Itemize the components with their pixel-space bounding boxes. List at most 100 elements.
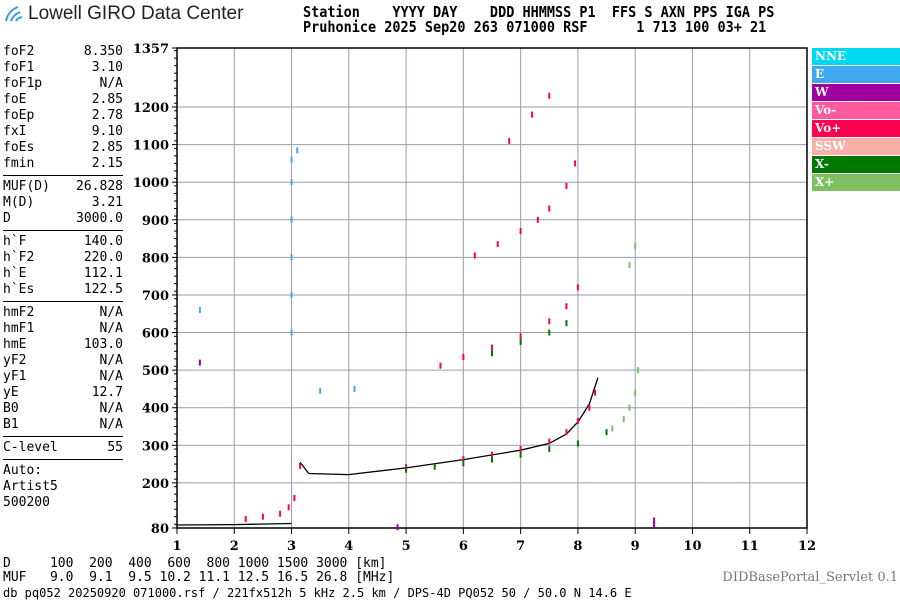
echo-point-voplus [508, 137, 511, 144]
echo-point-voplus [491, 451, 493, 458]
x-tick-label: 4 [344, 539, 353, 554]
y-tick-label: 80 [151, 522, 169, 537]
param-row: foF1p N/A [3, 76, 123, 92]
param-value: N/A [99, 305, 123, 320]
echo-point-w [653, 517, 656, 524]
y-tick-label: 500 [142, 364, 169, 379]
param-value: 103.0 [83, 337, 123, 352]
logo-text: Lowell GIRO Data Center [28, 3, 244, 24]
y-tick-label: 300 [142, 439, 169, 454]
y-tick-label: 800 [142, 251, 169, 266]
echo-point-voplus [473, 252, 476, 259]
param-row: h`F2 220.0 [3, 250, 123, 266]
param-name: C-level [3, 440, 58, 455]
param-value: N/A [99, 353, 123, 368]
echo-point-voplus [576, 417, 579, 424]
distance-row: D 100 200 400 600 800 1000 1500 3000 [km… [3, 556, 387, 571]
echo-point-voplus [261, 513, 264, 520]
x-tick-label: 7 [516, 539, 525, 554]
echo-point-xplus [634, 243, 637, 250]
legend-item-w: W [812, 84, 900, 101]
divider [3, 301, 123, 302]
echo-point-xminus [548, 446, 551, 453]
trace-line-f [299, 377, 599, 476]
param-name: foEp [3, 108, 35, 123]
echo-point-voplus [565, 182, 568, 189]
param-row: yE 12.7 [3, 385, 123, 401]
param-value: N/A [99, 401, 123, 416]
echo-point-w [396, 524, 399, 531]
param-name: foE [3, 92, 27, 107]
param-row: h`Es 122.5 [3, 282, 123, 298]
echo-point-e [296, 147, 299, 154]
param-row: yF2 N/A [3, 353, 123, 369]
echo-point-xminus [548, 329, 551, 336]
param-value: N/A [99, 76, 123, 91]
param-name: yE [3, 385, 19, 400]
param-name: foF2 [3, 44, 35, 59]
x-tick-label: 2 [230, 539, 239, 554]
param-row: h`E 112.1 [3, 266, 123, 282]
footer-info: db pq052 20250920 071000.rsf / 221fx512h… [3, 586, 632, 600]
echo-point-voplus [496, 241, 499, 248]
echo-point-e [198, 306, 201, 313]
echo-point-xminus [462, 460, 465, 467]
muf-table: D 100 200 400 600 800 1000 1500 3000 [km… [3, 557, 394, 585]
echo-point-voplus [244, 515, 247, 522]
param-name: MUF(D) [3, 179, 50, 194]
echo-point-xminus [565, 320, 568, 327]
y-tick-label: 1100 [133, 139, 169, 154]
divider [3, 436, 123, 437]
echo-point-e [290, 179, 293, 186]
echo-point-voplus [594, 389, 597, 396]
echo-point-xplus [634, 389, 637, 396]
param-name: h`E [3, 266, 27, 281]
echo-point-xplus [611, 425, 614, 432]
echo-point-xplus [622, 415, 625, 422]
param-value: 9.10 [91, 124, 123, 139]
auto-scaling-info: Auto: [3, 463, 43, 478]
param-row: hmF2 N/A [3, 305, 123, 321]
y-tick-label: 1357 [133, 42, 169, 57]
param-value: N/A [99, 369, 123, 384]
param-name: hmE [3, 337, 27, 352]
servlet-label: DIDBasePortal_Servlet 0.1 [722, 570, 898, 585]
param-row: foEs 2.85 [3, 140, 123, 156]
param-name: fxI [3, 124, 27, 139]
param-row: yF1 N/A [3, 369, 123, 385]
param-row: MUF(D) 26.828 [3, 179, 123, 195]
echo-point-xminus [491, 456, 493, 463]
ionogram-chart: 1 2 3 4 5 6 7 8 9 10 11 128020030040050060070080090… [133, 42, 816, 554]
echo-point-e [290, 156, 293, 163]
param-name: yF2 [3, 353, 27, 368]
echo-point-voplus [491, 344, 493, 351]
trace-line-e [176, 522, 292, 526]
wifi-logo-icon [5, 6, 23, 22]
divider [3, 459, 123, 460]
echo-point-voplus [548, 205, 551, 212]
param-value: 26.828 [76, 179, 123, 194]
echo-point-voplus [462, 353, 465, 360]
param-value: 2.78 [91, 108, 123, 123]
param-name: foF1p [3, 76, 43, 91]
y-tick-label: 900 [142, 214, 169, 229]
header-line-2: Pruhonice 2025 Sep20 263 071000 RSF 1 71… [303, 18, 767, 36]
x-tick-label: 3 [287, 539, 296, 554]
divider [3, 175, 123, 176]
param-name: h`F2 [3, 250, 35, 265]
echo-point-xminus [491, 350, 493, 357]
echo-point-voplus [519, 333, 522, 340]
param-row: foF2 8.350 [3, 44, 123, 60]
header: Station YYYY DAY DDD HHMMSS P1 FFS S AXN… [303, 5, 774, 35]
echo-point-voplus [279, 510, 282, 517]
echo-point-voplus [287, 504, 290, 511]
param-row: D 3000.0 [3, 211, 123, 227]
param-row: hmE 103.0 [3, 337, 123, 353]
param-name: D [3, 211, 11, 226]
param-name: h`Es [3, 282, 35, 297]
echo-point-voplus [531, 111, 534, 118]
y-tick-label: 600 [142, 327, 169, 342]
x-tick-label: 12 [798, 539, 816, 554]
auto-scaling-info: 500200 [3, 495, 50, 510]
x-tick-label: 1 [172, 539, 181, 554]
